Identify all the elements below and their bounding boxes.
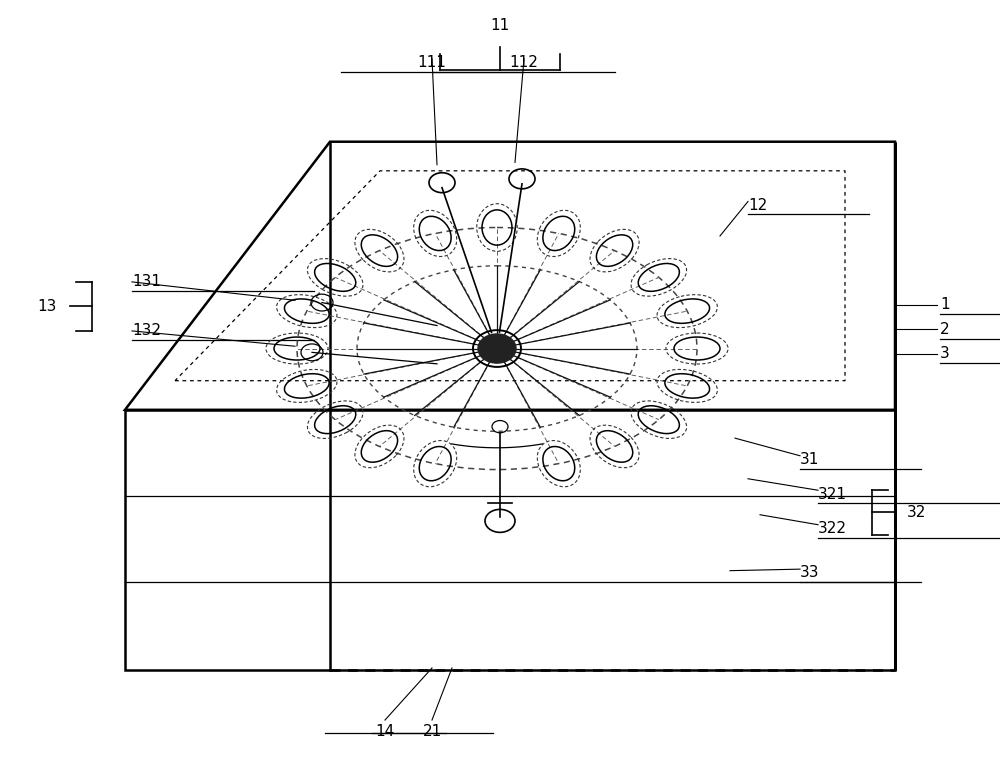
Text: 3: 3: [940, 346, 950, 362]
Text: 131: 131: [132, 274, 161, 290]
Text: 12: 12: [748, 198, 767, 213]
Text: 32: 32: [907, 505, 927, 520]
Text: 31: 31: [800, 452, 819, 467]
Text: 112: 112: [510, 55, 538, 70]
Text: 322: 322: [818, 521, 847, 536]
Text: 111: 111: [418, 55, 446, 70]
Text: 33: 33: [800, 565, 820, 581]
Text: 13: 13: [37, 299, 57, 314]
Text: 14: 14: [375, 724, 395, 739]
Text: 321: 321: [818, 486, 847, 502]
Text: 132: 132: [132, 323, 161, 339]
Text: 21: 21: [422, 724, 442, 739]
Circle shape: [478, 334, 516, 363]
Text: 2: 2: [940, 322, 950, 337]
Text: 1: 1: [940, 297, 950, 313]
Text: 11: 11: [490, 18, 510, 34]
